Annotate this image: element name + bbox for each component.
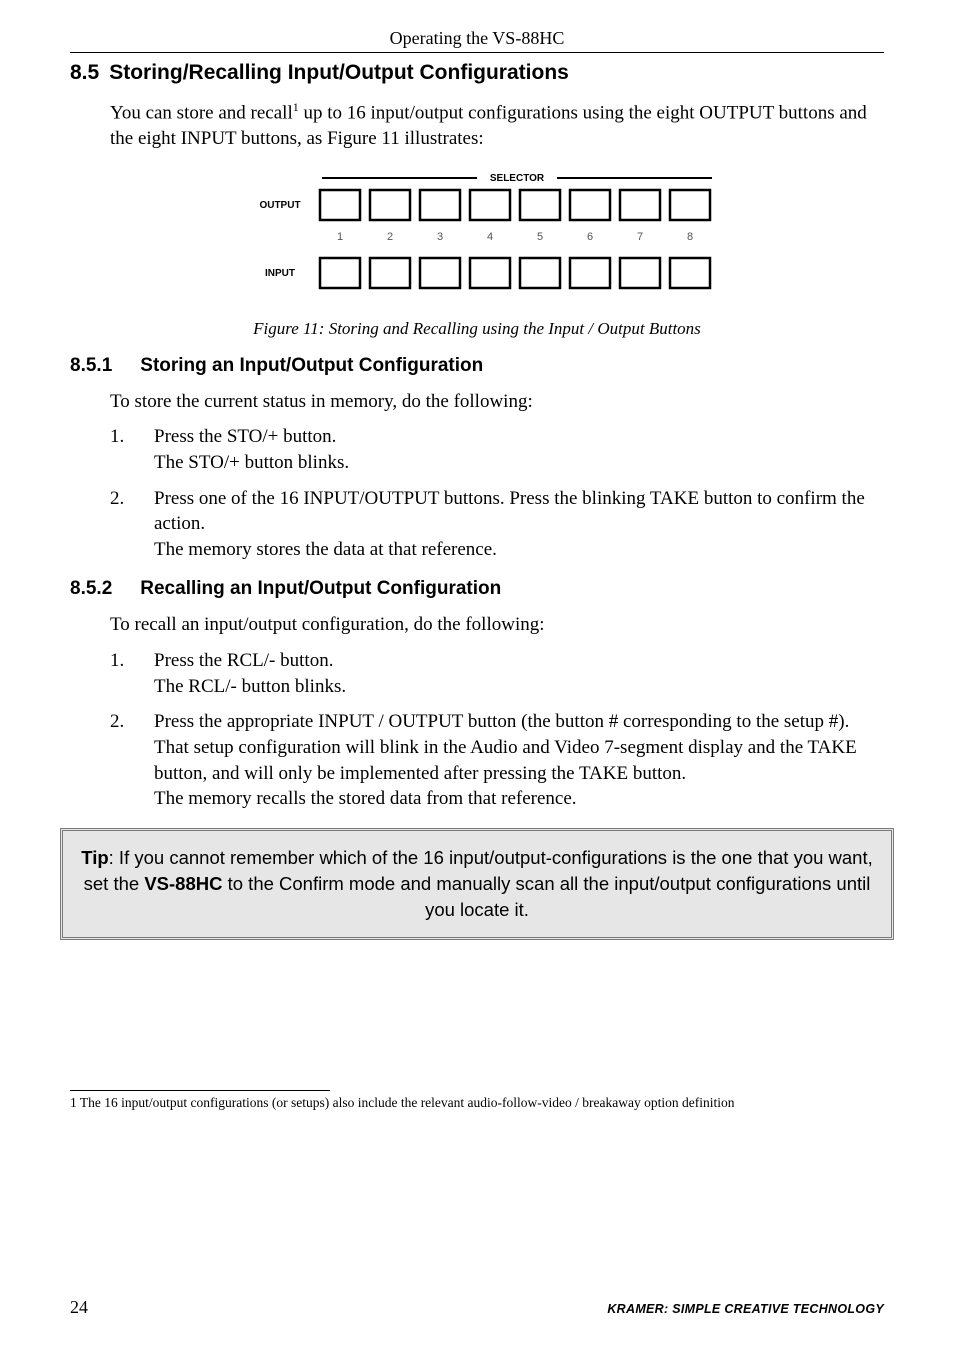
num-7: 7 xyxy=(637,231,643,243)
selector-label: SELECTOR xyxy=(490,173,545,184)
number-row: 1 2 3 4 5 6 7 8 xyxy=(337,231,693,243)
sub2-list: 1. Press the RCL/- button. The RCL/- but… xyxy=(110,648,884,812)
num-6: 6 xyxy=(587,231,593,243)
num-8: 8 xyxy=(687,231,693,243)
sub2-title: Recalling an Input/Output Configuration xyxy=(140,578,501,600)
subsection-1-heading: 8.5.1 Storing an Input/Output Configurat… xyxy=(70,355,884,377)
num-3: 3 xyxy=(437,231,443,243)
list-marker: 2. xyxy=(110,709,154,812)
num-1: 1 xyxy=(337,231,343,243)
list-content: Press one of the 16 INPUT/OUTPUT buttons… xyxy=(154,486,884,563)
tip-box: Tip: If you cannot remember which of the… xyxy=(60,828,894,940)
sub1-lead: To store the current status in memory, d… xyxy=(110,389,884,415)
figure-caption: Figure 11: Storing and Recalling using t… xyxy=(70,319,884,339)
section-title: Storing/Recalling Input/Output Configura… xyxy=(109,61,569,85)
input-row xyxy=(320,258,710,288)
intro-text-1: You can store and recall xyxy=(110,102,293,123)
page-footer: 24 KRAMER: SIMPLE CREATIVE TECHNOLOGY xyxy=(70,1297,884,1318)
subsection-2-heading: 8.5.2 Recalling an Input/Output Configur… xyxy=(70,578,884,600)
tip-text-2: to the Confirm mode and manually scan al… xyxy=(222,873,870,920)
figure-11: SELECTOR OUTPUT 1 2 3 4 5 6 7 8 INPUT xyxy=(70,166,884,311)
footnote-text: 1 The 16 input/output configurations (or… xyxy=(70,1095,884,1111)
list-content: Press the RCL/- button. The RCL/- button… xyxy=(154,648,884,699)
list-item: 1. Press the STO/+ button. The STO/+ but… xyxy=(110,424,884,475)
sub1-number: 8.5.1 xyxy=(70,355,112,377)
footnote-rule xyxy=(70,1090,330,1091)
list-item: 2. Press the appropriate INPUT / OUTPUT … xyxy=(110,709,884,812)
tip-bold: VS-88HC xyxy=(144,873,222,894)
list-content: Press the STO/+ button. The STO/+ button… xyxy=(154,424,884,475)
num-5: 5 xyxy=(537,231,543,243)
page-number: 24 xyxy=(70,1297,88,1318)
list-marker: 1. xyxy=(110,424,154,475)
sub2-lead: To recall an input/output configuration,… xyxy=(110,612,884,638)
running-head: Operating the VS-88HC xyxy=(70,0,884,52)
tip-label: Tip xyxy=(81,847,108,868)
list-marker: 2. xyxy=(110,486,154,563)
num-2: 2 xyxy=(387,231,393,243)
sub1-list: 1. Press the STO/+ button. The STO/+ but… xyxy=(110,424,884,562)
sub1-title: Storing an Input/Output Configuration xyxy=(140,355,483,377)
section-number: 8.5 xyxy=(70,61,99,85)
intro-paragraph: You can store and recall1 up to 16 input… xyxy=(110,99,884,152)
section-heading: 8.5 Storing/Recalling Input/Output Confi… xyxy=(70,61,884,85)
list-content: Press the appropriate INPUT / OUTPUT but… xyxy=(154,709,884,812)
list-item: 1. Press the RCL/- button. The RCL/- but… xyxy=(110,648,884,699)
input-label: INPUT xyxy=(265,268,295,279)
selector-diagram: SELECTOR OUTPUT 1 2 3 4 5 6 7 8 INPUT xyxy=(242,166,712,306)
list-item: 2. Press one of the 16 INPUT/OUTPUT butt… xyxy=(110,486,884,563)
top-rule xyxy=(70,52,884,53)
num-4: 4 xyxy=(487,231,493,243)
output-row xyxy=(320,190,710,220)
list-marker: 1. xyxy=(110,648,154,699)
sub2-number: 8.5.2 xyxy=(70,578,112,600)
output-label: OUTPUT xyxy=(259,200,300,211)
footer-brand: KRAMER: SIMPLE CREATIVE TECHNOLOGY xyxy=(607,1302,884,1316)
